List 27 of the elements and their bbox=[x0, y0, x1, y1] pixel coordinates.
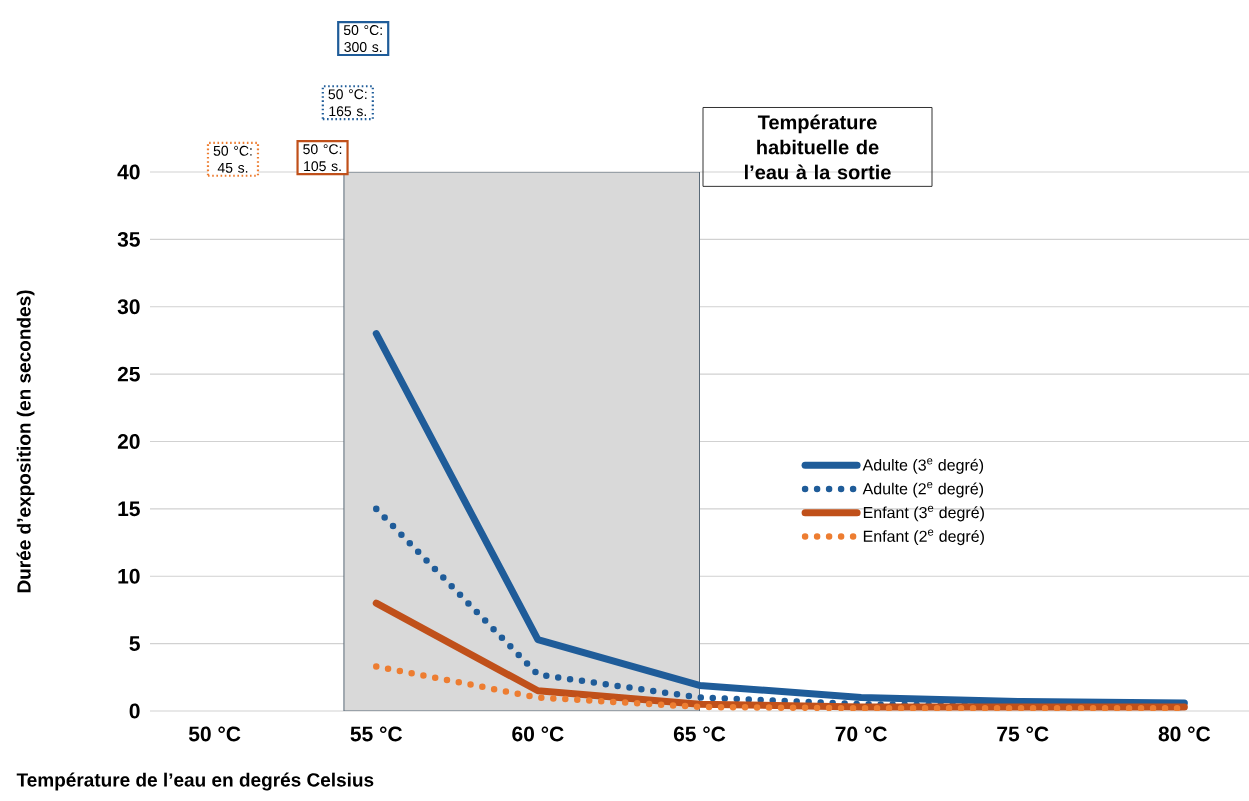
x-tick-label: 75 °C bbox=[997, 726, 1049, 742]
legend-label: Adulte (2$^{e}$ degré) bbox=[862, 482, 984, 498]
y-axis-title: Durée d’exposition (en secondes) bbox=[16, 290, 35, 593]
x-axis-title: Température de l’eau en degrés Celsius bbox=[16, 772, 374, 791]
y-tick-label: 10 bbox=[118, 568, 140, 584]
y-tick-label: 30 bbox=[117, 299, 140, 315]
y-tick-label: 40 bbox=[117, 164, 140, 180]
y-tick-label: 15 bbox=[118, 501, 140, 517]
legend-label: Adulte (3$^{e}$ degré) bbox=[862, 458, 984, 474]
legend-label: Enfant (3$^{e}$ degré) bbox=[863, 505, 984, 522]
x-tick-label: 65 °C bbox=[673, 726, 726, 742]
text: 50 °C: 165 s. bbox=[328, 89, 367, 117]
y-tick-label: 25 bbox=[117, 366, 140, 382]
legend-label: Enfant (2$^{e}$ degré) bbox=[863, 529, 984, 546]
y-tick-label: 35 bbox=[117, 231, 140, 247]
y-tick-label: 5 bbox=[129, 636, 140, 651]
x-tick-label: 60 °C bbox=[512, 726, 564, 742]
x-tick-label: 50 °C bbox=[188, 726, 241, 742]
band-label: Température habituelle de l’eau à la sortie bbox=[744, 114, 891, 180]
y-tick-label: 20 bbox=[117, 434, 140, 449]
x-tick-label: 70 °C bbox=[835, 726, 887, 742]
x-tick-label: 55 °C bbox=[350, 726, 403, 742]
annotation: 50 °C: 45 s. bbox=[213, 145, 252, 173]
x-tick-label: 80 °C bbox=[1158, 726, 1211, 742]
y-tick-label: 0 bbox=[129, 703, 140, 719]
text: 50 °C: 300 s. bbox=[343, 25, 382, 53]
text: 50 °C: 105 s. bbox=[303, 144, 342, 172]
